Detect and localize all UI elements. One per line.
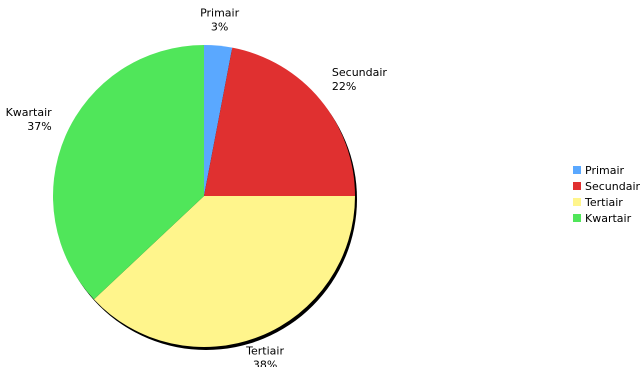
slice-label-primair: Primair — [200, 7, 240, 20]
pie-slices — [53, 44, 356, 347]
legend: Primair Secundair Tertiair Kwartair — [573, 164, 640, 225]
legend-label-primair: Primair — [585, 164, 625, 177]
pie-slice-secundair — [204, 47, 355, 196]
slice-percent-kwartair: 37% — [27, 120, 51, 133]
slice-label-secundair: Secundair — [332, 66, 388, 79]
legend-swatch-kwartair — [573, 214, 581, 222]
pie-slice-kwartair — [53, 45, 204, 300]
pie-slice-primair — [204, 44, 233, 196]
legend-label-kwartair: Kwartair — [585, 212, 632, 225]
legend-label-tertiair: Tertiair — [584, 196, 623, 209]
slice-percent-secundair: 22% — [332, 80, 356, 93]
legend-label-secundair: Secundair — [585, 180, 640, 193]
legend-swatch-tertiair — [573, 198, 581, 206]
legend-swatch-secundair — [573, 182, 581, 190]
pie-slice-tertiair — [93, 196, 356, 347]
slice-percent-tertiair: 38% — [253, 358, 277, 367]
slice-label-kwartair: Kwartair — [6, 106, 53, 119]
slice-label-tertiair: Tertiair — [245, 344, 284, 357]
legend-swatch-primair — [573, 166, 581, 174]
slice-percent-primair: 3% — [211, 21, 228, 34]
